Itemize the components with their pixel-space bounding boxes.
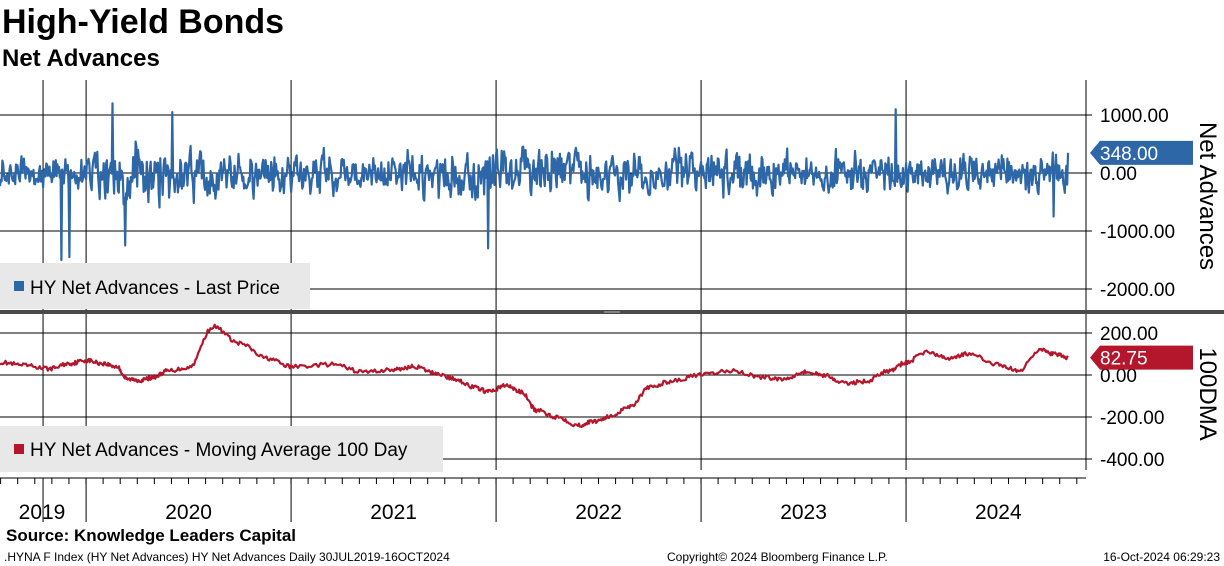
legend-swatch-bottom (14, 444, 24, 454)
legend-label-top: HY Net Advances - Last Price (30, 278, 280, 299)
bottom-tick-label-0: 200.00 (1100, 324, 1158, 345)
bottom-tick-label-1: 0.00 (1100, 366, 1137, 387)
top-axis-title: Net Advances (1194, 122, 1221, 270)
bottom-tick-label-2: -200.00 (1100, 408, 1164, 429)
top-tick-label-1: 0.00 (1100, 164, 1137, 185)
year-label-2023: 2023 (780, 501, 827, 524)
chart-subtitle: Net Advances (2, 45, 160, 72)
year-label-2024: 2024 (975, 501, 1022, 524)
last-value-label-top: 348.00 (1100, 144, 1158, 165)
last-value-tag-top (1090, 140, 1193, 165)
moving-average-series-line (0, 323, 1069, 428)
net-advances-series-line (0, 102, 1070, 262)
legend-label-bottom: HY Net Advances - Moving Average 100 Day (30, 440, 408, 461)
top-tick-label-2: -1000.00 (1100, 222, 1175, 243)
top-tick-label-3: -2000.00 (1100, 280, 1175, 301)
year-label-2019: 2019 (19, 501, 66, 524)
ticker-info: .HYNA F Index (HY Net Advances) HY Net A… (4, 550, 450, 564)
chart-title: High-Yield Bonds (2, 3, 285, 41)
year-label-2020: 2020 (165, 501, 212, 524)
top-tick-label-0: 1000.00 (1100, 106, 1169, 127)
last-value-tag-bottom (1090, 345, 1193, 370)
bottom-tick-label-3: -400.00 (1100, 450, 1164, 471)
last-value-label-bottom: 82.75 (1100, 349, 1148, 370)
year-label-2021: 2021 (370, 501, 417, 524)
copyright-note: Copyright© 2024 Bloomberg Finance L.P. (667, 550, 888, 564)
bottom-axis-title: 100DMA (1194, 347, 1221, 440)
timestamp: 16-Oct-2024 06:29:23 (1103, 550, 1220, 564)
legend-swatch-top (14, 281, 24, 291)
legend-box-top (0, 263, 310, 309)
year-label-2022: 2022 (575, 501, 622, 524)
source-note: Source: Knowledge Leaders Capital (6, 526, 297, 545)
legend-box-bottom (0, 426, 443, 472)
